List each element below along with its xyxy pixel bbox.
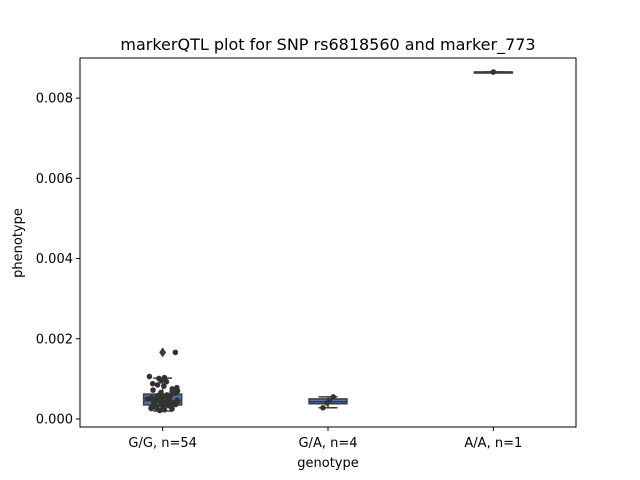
data-point xyxy=(144,396,151,402)
x-axis-label: genotype xyxy=(297,456,358,471)
data-point xyxy=(161,406,168,413)
chart-title: markerQTL plot for SNP rs6818560 and mar… xyxy=(120,35,535,55)
data-point xyxy=(163,378,170,385)
data-point xyxy=(490,69,497,75)
data-point xyxy=(330,394,337,400)
y-tick-label: 0.006 xyxy=(36,172,73,187)
box-flier xyxy=(159,347,167,358)
y-tick-label: 0.000 xyxy=(36,412,73,427)
y-axis: 0.000 0.002 0.004 0.006 0.008 xyxy=(36,92,80,427)
data-point xyxy=(148,405,154,412)
data-point xyxy=(161,383,167,389)
x-axis: G/G, n=54 G/A, n=4 A/A, n=1 xyxy=(128,427,522,451)
data-point xyxy=(150,387,156,393)
box-group xyxy=(473,69,514,75)
data-point xyxy=(172,349,179,356)
x-tick-label: G/A, n=4 xyxy=(298,436,357,451)
plot-area xyxy=(142,69,514,414)
data-point xyxy=(169,406,175,412)
data-point xyxy=(324,400,330,406)
y-tick-label: 0.008 xyxy=(36,92,73,107)
box-group xyxy=(308,394,348,411)
y-tick-label: 0.004 xyxy=(36,252,73,267)
x-tick-label: G/G, n=54 xyxy=(128,436,196,451)
data-point xyxy=(320,404,326,411)
y-axis-label: phenotype xyxy=(11,208,26,278)
data-point xyxy=(172,390,179,397)
data-point xyxy=(158,378,165,384)
box-group xyxy=(142,347,183,414)
y-tick-label: 0.002 xyxy=(36,332,73,347)
data-point xyxy=(149,380,156,387)
x-tick-label: A/A, n=1 xyxy=(464,436,522,451)
data-point xyxy=(157,407,163,414)
data-point xyxy=(154,382,161,388)
data-point xyxy=(146,373,153,380)
